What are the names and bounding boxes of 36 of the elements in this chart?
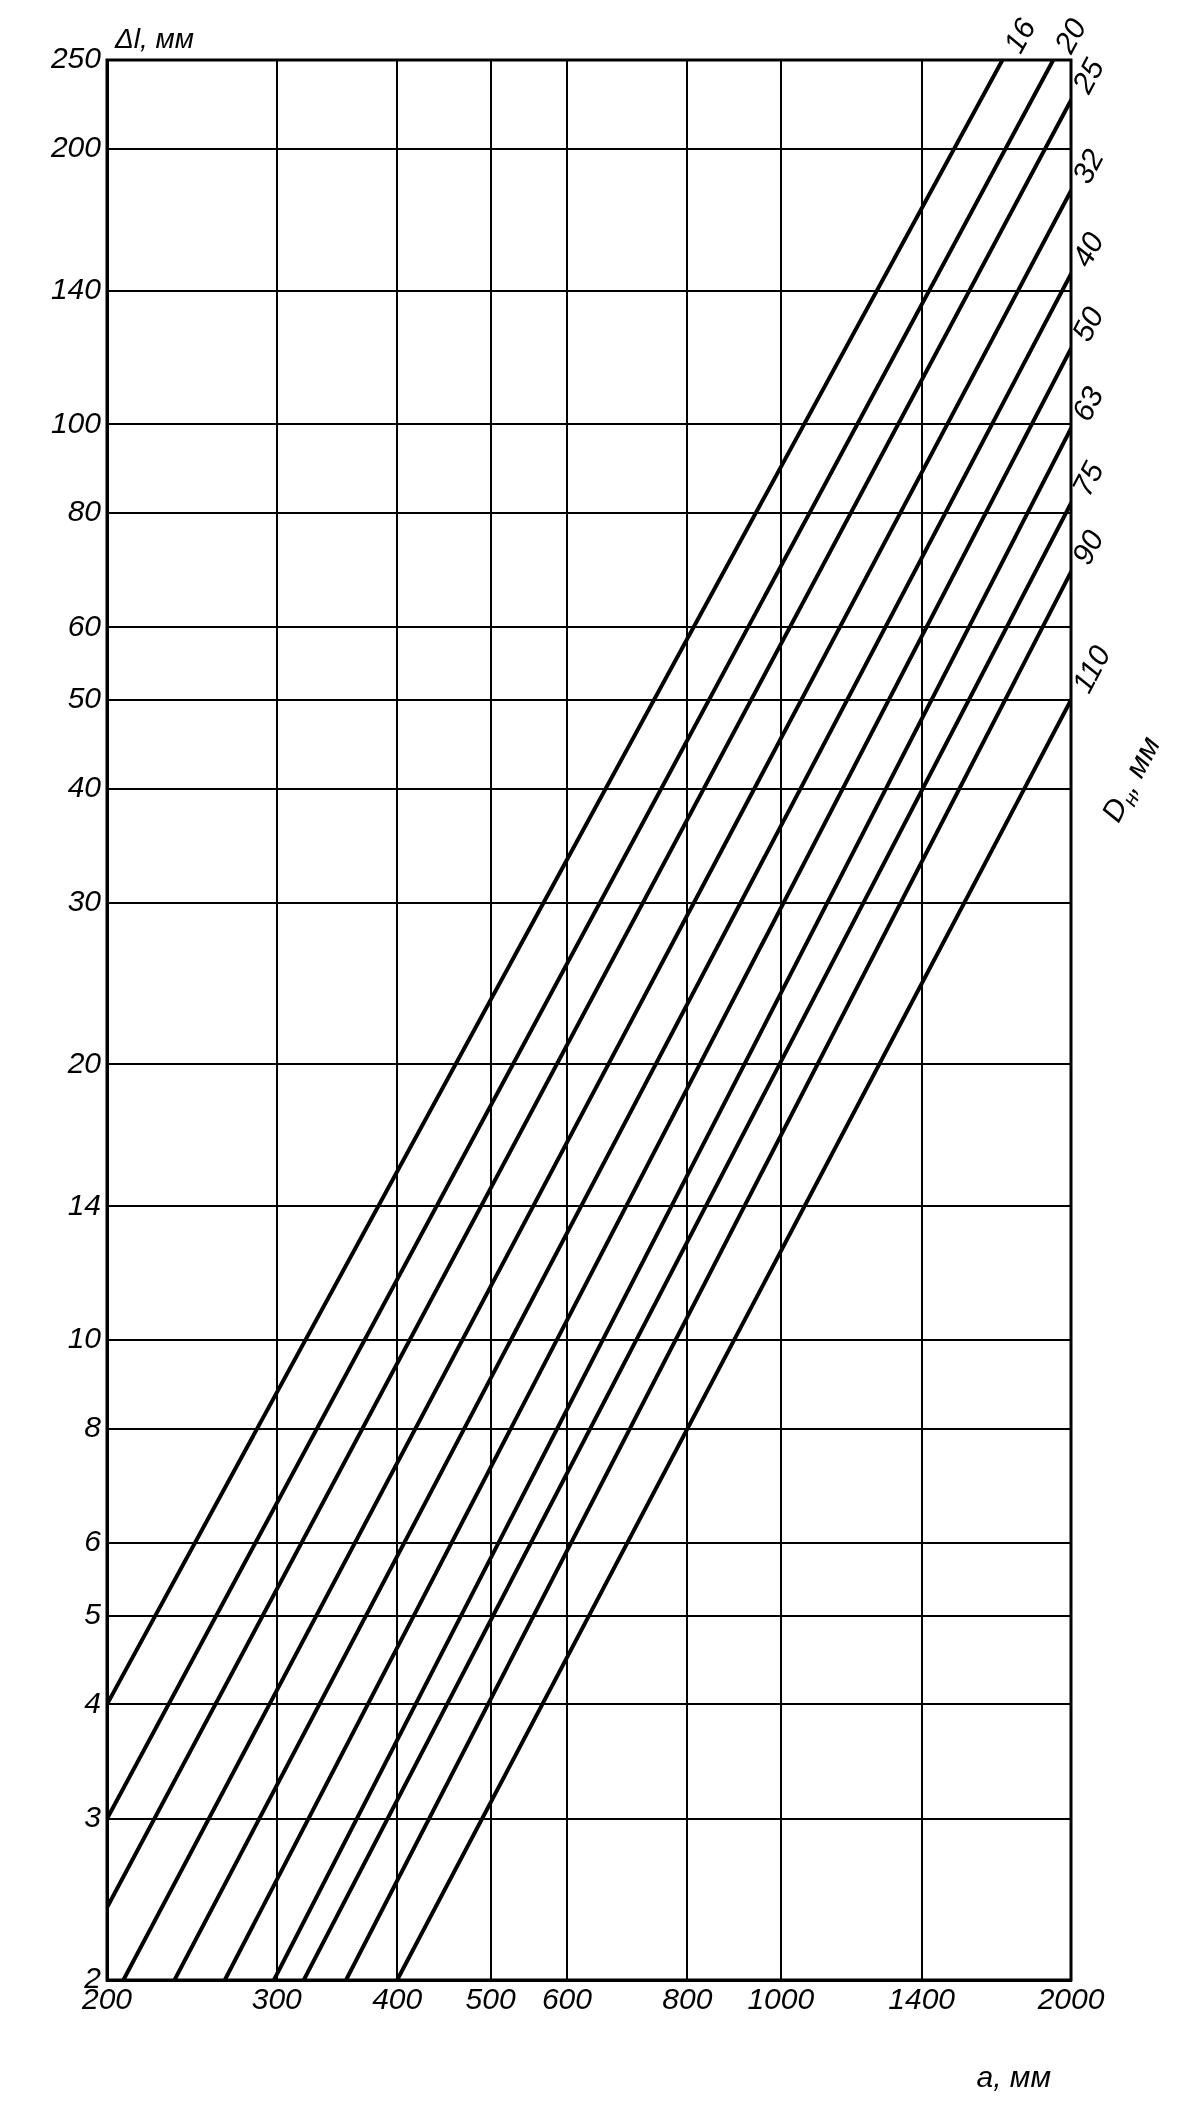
text: 50 [1065,301,1110,347]
text: 40 [1065,226,1111,272]
x-tick-label: 2000 [1036,1982,1105,2016]
y-tick-label: 10 [67,1321,102,1355]
x-tick-label: 800 [662,1982,713,2016]
y-tick-label: 140 [50,271,102,305]
y-tick-label: 50 [67,681,102,715]
y-tick-label: 80 [67,494,102,528]
x-tick-label: 500 [465,1982,516,2016]
x-tick-label: 400 [372,1982,423,2016]
y-tick-label: 60 [67,608,102,642]
text: 16 [996,12,1042,59]
y-tick-label: 3 [84,1800,102,1834]
y-tick-label: 8 [84,1410,102,1444]
y-tick-label: 14 [67,1187,101,1221]
y-tick-label: 200 [49,130,102,164]
y-tick-label: 5 [84,1596,102,1630]
text: 32 [1065,143,1111,189]
y-tick-label: 40 [67,770,102,804]
text: 63 [1064,380,1110,427]
text: 75 [1065,455,1110,502]
y-tick-label: 250 [49,41,102,75]
text: 90 [1064,524,1110,570]
y-tick-label: 20 [66,1045,102,1079]
x-tick-label: 300 [251,1982,303,2016]
y-tick-label: 100 [50,405,102,439]
x-axis-title: a, мм [976,2060,1052,2093]
x-tick-label: 600 [541,1982,593,2016]
text: 110 [1065,639,1117,698]
x-tick-label: 1000 [747,1982,815,2016]
y-axis-title: Δl, мм [114,23,194,54]
y-tick-label: 6 [84,1524,102,1558]
x-tick-label: 1400 [888,1982,956,2016]
legend-title: Dн, мм [1094,730,1167,827]
y-tick-label: 4 [84,1685,101,1719]
y-tick-label: 30 [67,884,102,918]
